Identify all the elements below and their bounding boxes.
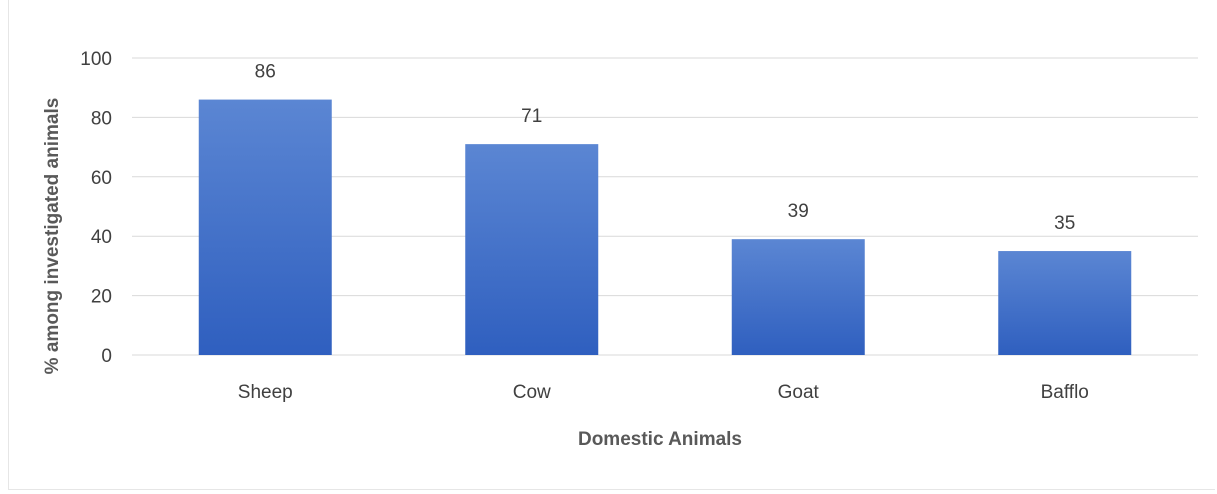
x-tick-label: Goat [778,382,820,403]
data-label: 39 [788,201,809,222]
y-tick-label: 0 [101,346,112,367]
y-axis-ticks: 0 20 40 60 80 100 [80,49,112,367]
y-axis-title: % among investigated animals [42,98,63,375]
x-tick-label: Bafflo [1041,382,1089,403]
chart-frame [8,0,1215,490]
y-tick-label: 40 [91,227,112,248]
bar-sheep [198,99,332,355]
data-label: 86 [255,62,276,83]
y-tick-label: 80 [91,108,112,129]
bar-bafflo [998,251,1132,355]
x-axis-title: Domestic Animals [578,429,742,450]
x-axis-categories: Sheep Cow Goat Bafflo [238,382,1089,403]
bar-goat [731,239,865,355]
y-tick-label: 60 [91,168,112,189]
data-label: 35 [1054,213,1075,234]
bars [198,99,1132,355]
y-tick-label: 100 [80,49,112,70]
data-label: 71 [521,106,542,127]
x-tick-label: Sheep [238,382,293,403]
bar-cow [465,144,599,355]
data-labels: 86 71 39 35 [255,62,1076,234]
y-tick-label: 20 [91,287,112,308]
x-tick-label: Cow [513,382,551,403]
